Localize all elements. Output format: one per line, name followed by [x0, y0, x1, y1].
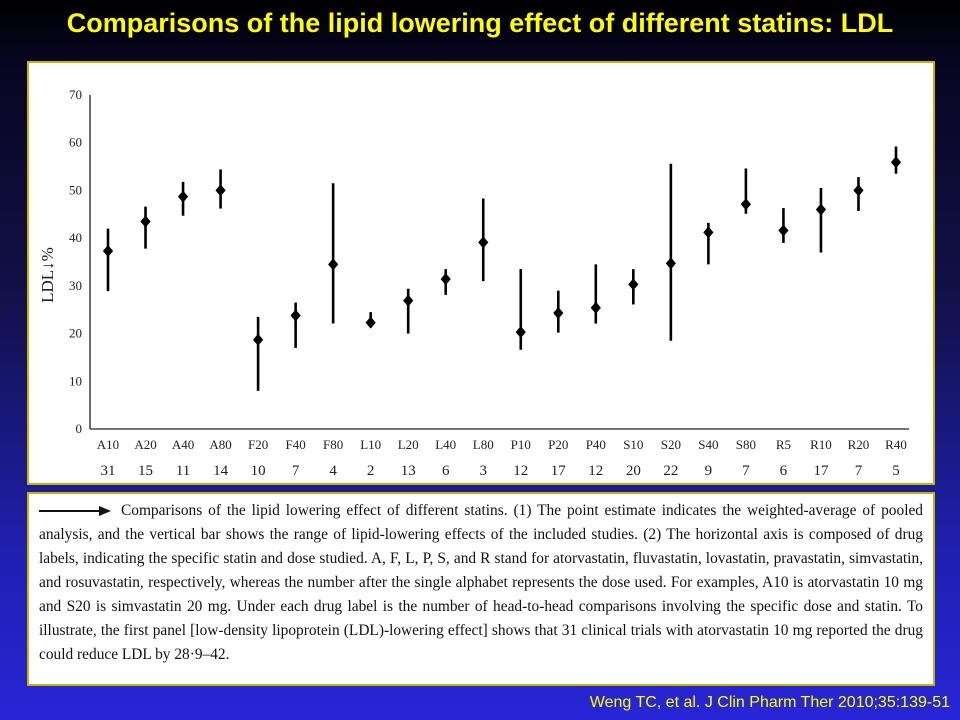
point-estimate-a40: [177, 190, 189, 203]
caption-paragraph: Comparisons of the lipid lowering effect…: [39, 499, 923, 667]
point-estimate-r40: [890, 156, 902, 169]
point-estimate-p40: [590, 301, 601, 314]
ldl-chart: 0 10 20 30 40 50 60 70 LDL↓% A10 A20 A40 A80 F20 F40…: [38, 87, 909, 479]
y-axis-label: LDL↓%: [38, 247, 57, 303]
count-label-s20: 22: [663, 463, 678, 479]
count-label-a80: 14: [213, 463, 229, 479]
y-axis-ticks: 0 10 20 30 40 50 60 70: [69, 87, 82, 436]
category-label-p20: P20: [548, 437, 568, 452]
chart-panel: 0 10 20 30 40 50 60 70 LDL↓% A10 A20 A40 A80 F20 F40…: [27, 61, 935, 485]
count-label-s80: 7: [742, 463, 750, 479]
category-label-l80: L80: [473, 437, 494, 452]
count-label-r20: 7: [855, 463, 863, 479]
category-label-s10: S10: [623, 437, 643, 452]
count-label-s40: 9: [705, 463, 713, 479]
point-estimate-l80: [478, 236, 489, 249]
range-bars: [106, 146, 898, 391]
count-label-s10: 20: [626, 463, 641, 479]
point-estimate-s40: [703, 226, 714, 239]
point-estimate-p20: [553, 307, 564, 320]
count-label-p40: 12: [588, 463, 603, 479]
count-label-p10: 12: [513, 463, 528, 479]
category-label-f20: F20: [248, 437, 268, 452]
category-label-f40: F40: [286, 437, 306, 452]
point-estimate-r5: [778, 224, 789, 237]
count-label-l80: 3: [479, 463, 487, 479]
category-label-a40: A40: [172, 437, 194, 452]
category-label-a10: A10: [97, 437, 119, 452]
count-label-r10: 17: [813, 463, 829, 479]
count-label-p20: 17: [551, 463, 567, 479]
y-tick-label: 40: [69, 230, 82, 245]
point-estimate-f40: [290, 309, 301, 322]
count-label-a10: 31: [101, 463, 116, 479]
y-tick-label: 50: [69, 182, 82, 197]
category-label-r5: R5: [776, 437, 791, 452]
point-estimate-s10: [628, 278, 639, 291]
category-label-s40: S40: [698, 437, 718, 452]
right-arrow-icon: [39, 506, 111, 517]
category-label-r10: R10: [810, 437, 832, 452]
count-label-f20: 10: [251, 463, 266, 479]
count-label-a40: 11: [176, 463, 190, 479]
point-estimate-a80: [215, 184, 226, 197]
point-estimate-s20: [665, 257, 676, 270]
category-label-s80: S80: [736, 437, 756, 452]
count-label-r40: 5: [892, 463, 900, 479]
count-label-l40: 6: [442, 463, 450, 479]
category-label-l40: L40: [435, 437, 456, 452]
slide-title: Comparisons of the lipid lowering effect…: [66, 8, 894, 38]
point-estimate-l40: [440, 273, 451, 286]
caption-panel: Comparisons of the lipid lowering effect…: [27, 492, 935, 686]
category-label-l20: L20: [398, 437, 419, 452]
point-estimate-a10: [102, 245, 114, 258]
count-label-r5: 6: [780, 463, 788, 479]
count-label-l20: 13: [401, 463, 416, 479]
point-estimate-p10: [515, 326, 526, 339]
category-label-r20: R20: [848, 437, 870, 452]
count-label-l10: 2: [367, 463, 375, 479]
point-estimate-a20: [140, 215, 151, 228]
point-estimates: [102, 156, 902, 346]
y-tick-label: 70: [69, 87, 82, 102]
y-tick-label: 60: [69, 135, 82, 150]
citation: Weng TC, et al. J Clin Pharm Ther 2010;3…: [589, 694, 950, 711]
count-label-f80: 4: [329, 463, 337, 479]
category-label-a20: A20: [134, 437, 156, 452]
point-estimate-f20: [252, 333, 264, 346]
y-tick-label: 20: [69, 326, 82, 341]
count-labels: 31 15 11 14 10 7 4 2 13 6 3 12 17 12 20 22 9 7 6 17 7 5: [101, 463, 900, 479]
chart-axes: [89, 95, 909, 430]
category-label-s20: S20: [661, 437, 681, 452]
point-estimate-f80: [328, 258, 339, 271]
y-tick-label: 10: [69, 373, 82, 388]
y-tick-label: 0: [76, 421, 83, 436]
caption-text: Comparisons of the lipid lowering effect…: [39, 502, 923, 663]
category-labels: A10 A20 A40 A80 F20 F40 F80 L10 L20 L40 L80 P10 P20 P…: [97, 437, 907, 452]
point-estimate-l20: [403, 294, 414, 307]
category-label-f80: F80: [323, 437, 343, 452]
count-label-f40: 7: [292, 463, 300, 479]
point-estimate-r20: [853, 184, 864, 197]
count-label-a20: 15: [138, 463, 153, 479]
point-estimate-s80: [740, 198, 752, 211]
category-label-a80: A80: [209, 437, 231, 452]
category-label-r40: R40: [885, 437, 907, 452]
category-label-p10: P10: [511, 437, 531, 452]
point-estimate-r10: [815, 203, 827, 216]
category-label-l10: L10: [360, 437, 381, 452]
point-estimate-l10: [365, 316, 376, 329]
category-label-p40: P40: [586, 437, 606, 452]
y-tick-label: 30: [69, 278, 82, 293]
